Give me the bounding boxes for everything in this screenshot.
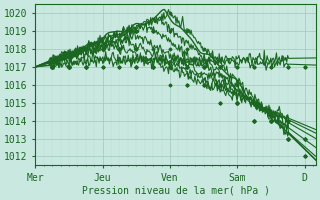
X-axis label: Pression niveau de la mer( hPa ): Pression niveau de la mer( hPa ) xyxy=(82,186,269,196)
